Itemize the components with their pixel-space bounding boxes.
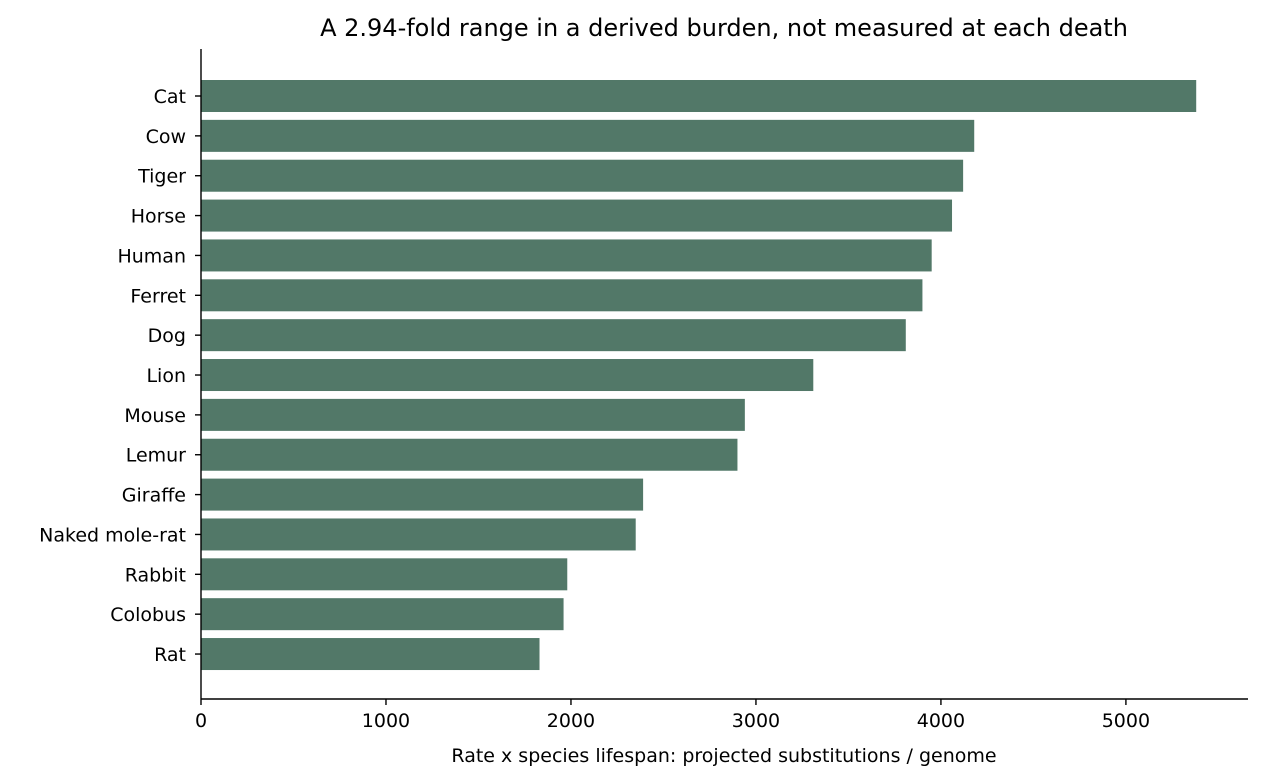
chart-title: A 2.94-fold range in a derived burden, n… <box>320 14 1128 42</box>
y-tick-label: Cow <box>146 126 186 148</box>
bar-rat <box>201 638 540 671</box>
x-tick-label: 0 <box>195 710 207 732</box>
bars-group <box>201 80 1197 671</box>
y-tick-label: Ferret <box>130 285 186 307</box>
bar-mouse <box>201 398 745 431</box>
bar-tiger <box>201 159 964 192</box>
x-tick-label: 1000 <box>362 710 410 732</box>
y-tick-label: Lion <box>146 365 186 387</box>
y-axis-labels: Cat Cow Tiger Horse Human Ferret Dog Lion Mouse L… <box>39 86 201 666</box>
y-tick-label: Human <box>117 245 186 267</box>
bar-cow <box>201 119 975 152</box>
y-tick-label: Naked mole-rat <box>39 524 186 546</box>
y-tick-label: Dog <box>148 325 186 347</box>
y-tick-label: Tiger <box>137 166 186 188</box>
bar-naked-mole-rat <box>201 518 636 551</box>
bar-dog <box>201 319 906 352</box>
y-tick-label: Cat <box>154 86 186 108</box>
bar-giraffe <box>201 478 644 511</box>
bar-cat <box>201 80 1197 112</box>
x-tick-label: 3000 <box>732 710 780 732</box>
x-tick-label: 2000 <box>547 710 595 732</box>
y-tick-label: Giraffe <box>122 485 186 507</box>
y-tick-label: Rat <box>154 644 186 666</box>
y-tick-label: Rabbit <box>125 564 186 586</box>
bar-lemur <box>201 438 738 471</box>
x-axis-label: Rate x species lifespan: projected subst… <box>451 745 996 767</box>
y-tick-label: Horse <box>131 206 186 228</box>
y-tick-label: Mouse <box>124 405 186 427</box>
x-axis-ticks: 0 1000 2000 3000 4000 5000 <box>195 699 1150 732</box>
x-tick-label: 5000 <box>1102 710 1150 732</box>
bar-human <box>201 239 932 272</box>
bar-colobus <box>201 598 564 631</box>
bar-ferret <box>201 279 923 312</box>
y-tick-label: Lemur <box>126 445 186 467</box>
x-tick-label: 4000 <box>917 710 965 732</box>
bar-horse <box>201 199 953 232</box>
bar-rabbit <box>201 558 568 591</box>
bar-lion <box>201 359 814 392</box>
y-tick-label: Colobus <box>110 604 186 626</box>
